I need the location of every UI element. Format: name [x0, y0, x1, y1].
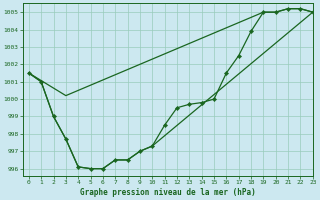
X-axis label: Graphe pression niveau de la mer (hPa): Graphe pression niveau de la mer (hPa) — [80, 188, 256, 197]
